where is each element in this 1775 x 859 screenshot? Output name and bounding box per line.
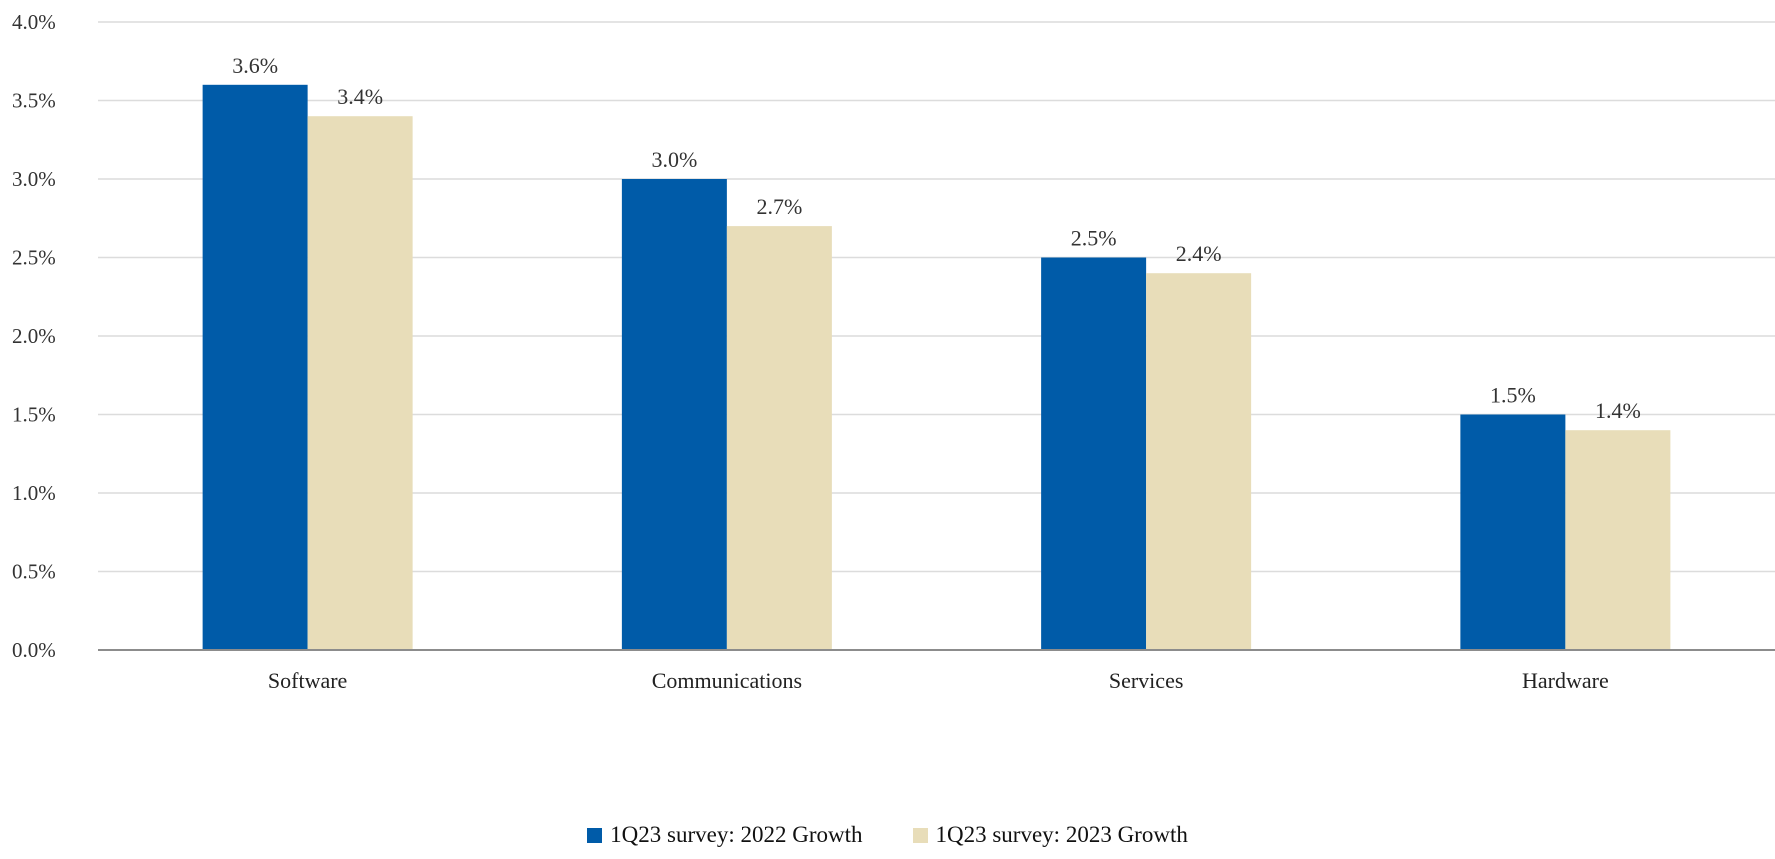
x-tick-label: Services xyxy=(1109,668,1184,693)
y-axis: 0.0% 0.5% 1.0% 1.5% 2.0% 2.5% 3.0% 3.5% 4.0% xyxy=(12,10,56,662)
bar-software-series-2 xyxy=(307,116,413,650)
data-label: 3.4% xyxy=(337,84,383,109)
legend-swatch-series-2 xyxy=(912,827,928,843)
y-tick-label: 1.0% xyxy=(12,481,56,505)
bar-hardware-series-1 xyxy=(1460,414,1566,650)
legend-label-series-1: 1Q23 survey: 2022 Growth xyxy=(610,822,863,847)
data-label: 1.4% xyxy=(1595,398,1641,423)
y-tick-label: 2.5% xyxy=(12,246,56,270)
data-labels: 3.6% 3.4% 3.0% 2.7% 2.5% 2.4% 1.5% 1.4% xyxy=(232,53,1641,423)
data-label: 3.6% xyxy=(232,53,278,78)
data-label: 3.0% xyxy=(651,147,697,172)
legend: 1Q23 survey: 2022 Growth 1Q23 survey: 20… xyxy=(0,822,1775,848)
x-tick-label: Software xyxy=(268,668,347,693)
legend-item-series-1: 1Q23 survey: 2022 Growth xyxy=(587,822,863,848)
x-axis: Software Communications Services Hardware xyxy=(98,649,1775,693)
data-label: 2.4% xyxy=(1176,241,1222,266)
bar-software-series-1 xyxy=(202,84,308,651)
y-tick-label: 4.0% xyxy=(12,10,56,34)
bar-services-series-1 xyxy=(1041,257,1147,650)
y-tick-label: 3.0% xyxy=(12,167,56,191)
legend-swatch-series-1 xyxy=(587,827,603,843)
bar-hardware-series-2 xyxy=(1565,430,1671,650)
legend-label-series-2: 1Q23 survey: 2023 Growth xyxy=(935,822,1188,847)
bars xyxy=(202,84,1671,651)
y-tick-label: 1.5% xyxy=(12,403,56,427)
x-tick-label: Communications xyxy=(652,668,802,693)
legend-item-series-2: 1Q23 survey: 2023 Growth xyxy=(912,822,1188,848)
bar-services-series-2 xyxy=(1146,273,1252,650)
y-tick-label: 2.0% xyxy=(12,324,56,348)
bar-chart: 0.0% 0.5% 1.0% 1.5% 2.0% 2.5% 3.0% 3.5% 4.0% 3.6… xyxy=(12,10,1775,693)
y-tick-label: 3.5% xyxy=(12,89,56,113)
data-label: 2.5% xyxy=(1071,226,1117,251)
x-tick-label: Hardware xyxy=(1522,668,1609,693)
data-label: 1.5% xyxy=(1490,383,1536,408)
data-label: 2.7% xyxy=(756,194,802,219)
bar-communications-series-1 xyxy=(621,179,727,650)
y-tick-label: 0.5% xyxy=(12,560,56,584)
y-tick-label: 0.0% xyxy=(12,638,56,662)
bar-communications-series-2 xyxy=(726,226,832,650)
